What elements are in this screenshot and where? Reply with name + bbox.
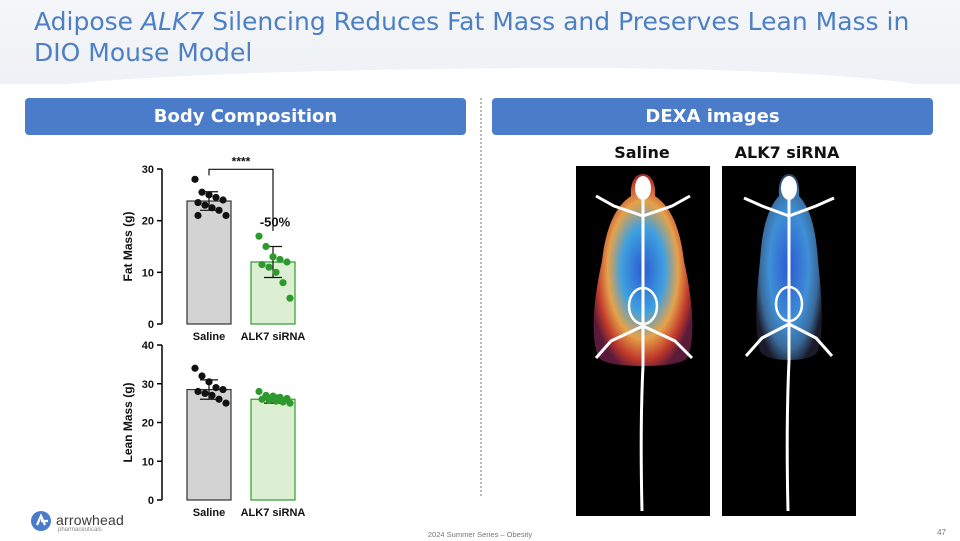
significance-label: ****: [232, 154, 251, 168]
y-axis-label: Lean Mass (g): [121, 382, 135, 462]
arrowhead-logo-icon: [31, 511, 51, 531]
data-point: [286, 399, 294, 407]
data-point: [279, 279, 287, 287]
data-point: [208, 204, 216, 212]
data-point: [191, 175, 199, 183]
data-point: [212, 384, 220, 392]
slide-title: Adipose ALK7 Silencing Reduces Fat Mass …: [34, 7, 910, 67]
data-point: [201, 201, 209, 209]
data-point: [265, 396, 273, 404]
data-point: [255, 387, 263, 396]
y-tick-label: 0: [148, 319, 154, 331]
data-point: [194, 198, 202, 207]
data-point: [269, 253, 277, 261]
body-composition-header: Body Composition: [25, 98, 466, 135]
data-point: [219, 196, 227, 204]
data-point: [208, 391, 216, 399]
logo-text: arrowhead: [56, 512, 124, 528]
data-point: [219, 385, 227, 394]
data-point: [265, 263, 273, 271]
x-tick-label: ALK7 siRNA: [241, 331, 306, 343]
data-point: [205, 378, 213, 386]
section-divider: [480, 98, 482, 496]
dexa-images-header: DEXA images: [492, 98, 933, 135]
x-tick-label: Saline: [193, 507, 225, 519]
data-point: [191, 364, 199, 372]
x-tick-label: ALK7 siRNA: [241, 507, 306, 519]
footer-text: 2024 Summer Series – Obesity: [427, 530, 533, 539]
bar-saline: [186, 388, 232, 501]
data-point: [276, 255, 284, 264]
y-tick-label: 30: [142, 164, 154, 176]
title-gene: ALK7: [141, 7, 205, 36]
data-point: [262, 242, 270, 251]
data-point: [215, 206, 223, 214]
y-tick-label: 40: [142, 340, 154, 352]
data-point: [286, 294, 294, 302]
significance-bracket: [208, 168, 274, 231]
x-tick-label: Saline: [193, 331, 225, 343]
dexa-image-saline: [576, 166, 710, 516]
data-point: [283, 258, 291, 266]
bar-alk7: [250, 398, 296, 501]
y-tick-label: 10: [142, 456, 154, 468]
data-point: [198, 188, 206, 196]
y-tick-label: 10: [142, 267, 154, 279]
y-tick-label: 20: [142, 216, 154, 228]
title-band: [0, 0, 960, 98]
y-tick-label: 20: [142, 418, 154, 430]
data-point: [205, 191, 213, 199]
dexa-image-alk7: [722, 166, 856, 516]
dexa-label-alk7: ALK7 siRNA: [734, 143, 840, 162]
data-point: [279, 398, 287, 406]
data-point: [194, 387, 202, 396]
y-tick-label: 30: [142, 379, 154, 391]
data-point: [272, 268, 280, 276]
data-point: [272, 397, 280, 405]
page-number: 47: [937, 528, 946, 537]
lean-mass-chart: 0 10 20 30 40 Lean Mass (g) Saline ALK7 siRNA: [121, 340, 306, 519]
fat-mass-chart: 0 10 20 30 Fat Mass (g) Saline ALK7 siRNA **** -…: [121, 154, 306, 343]
data-point: [222, 211, 230, 220]
data-point: [212, 193, 220, 202]
dexa-label-saline: Saline: [614, 143, 670, 162]
bar-saline: [186, 200, 232, 325]
data-point: [258, 260, 266, 269]
y-tick-label: 0: [148, 495, 154, 507]
data-point: [258, 395, 266, 403]
data-point: [222, 399, 230, 407]
data-point: [198, 372, 206, 380]
data-point: [255, 232, 263, 240]
y-axis-label: Fat Mass (g): [121, 211, 135, 281]
percent-change-label: -50%: [260, 215, 291, 230]
data-point: [215, 395, 223, 403]
data-point: [201, 389, 209, 398]
data-point: [194, 211, 202, 220]
logo-subtext: pharmaceuticals: [58, 527, 102, 533]
